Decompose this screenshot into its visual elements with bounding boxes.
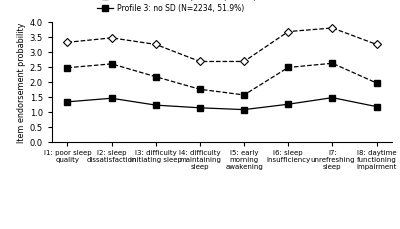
- Legend: Profile 1: high SD (N=456, 10.6%),  ·Profile 2: mild SD (N=1612, 37.5%), Profile: Profile 1: high SD (N=456, 10.6%), ·Prof…: [97, 0, 256, 13]
- Y-axis label: Item endorsement probability: Item endorsement probability: [16, 22, 26, 142]
